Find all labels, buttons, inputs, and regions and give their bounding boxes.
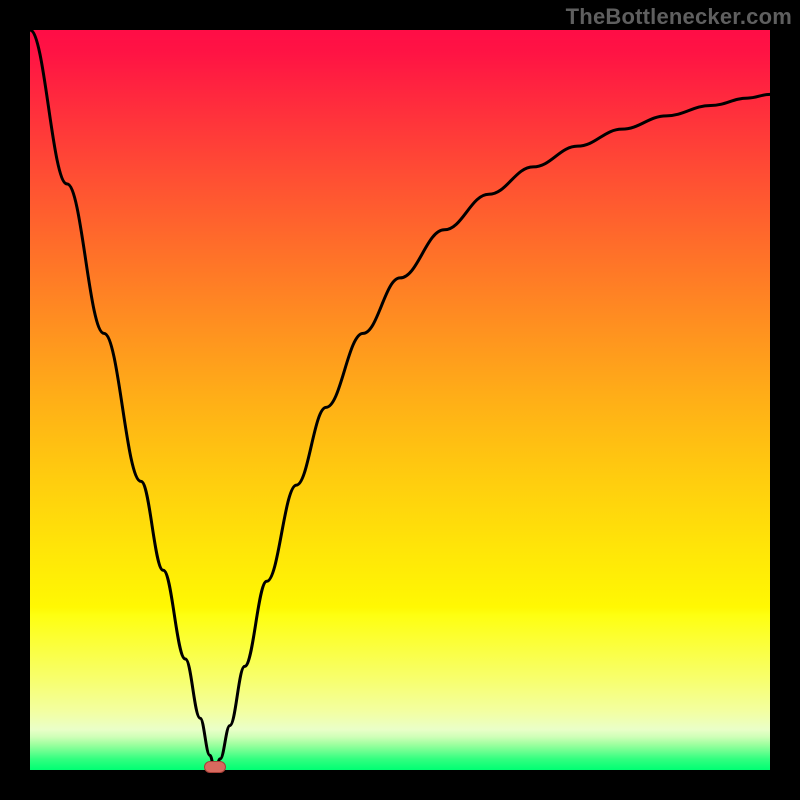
minimum-marker <box>204 761 226 773</box>
plot-area <box>30 30 770 770</box>
canvas: TheBottlenecker.com <box>0 0 800 800</box>
bottleneck-curve <box>30 30 770 770</box>
attribution-text: TheBottlenecker.com <box>566 4 792 30</box>
curve-svg <box>30 30 770 770</box>
